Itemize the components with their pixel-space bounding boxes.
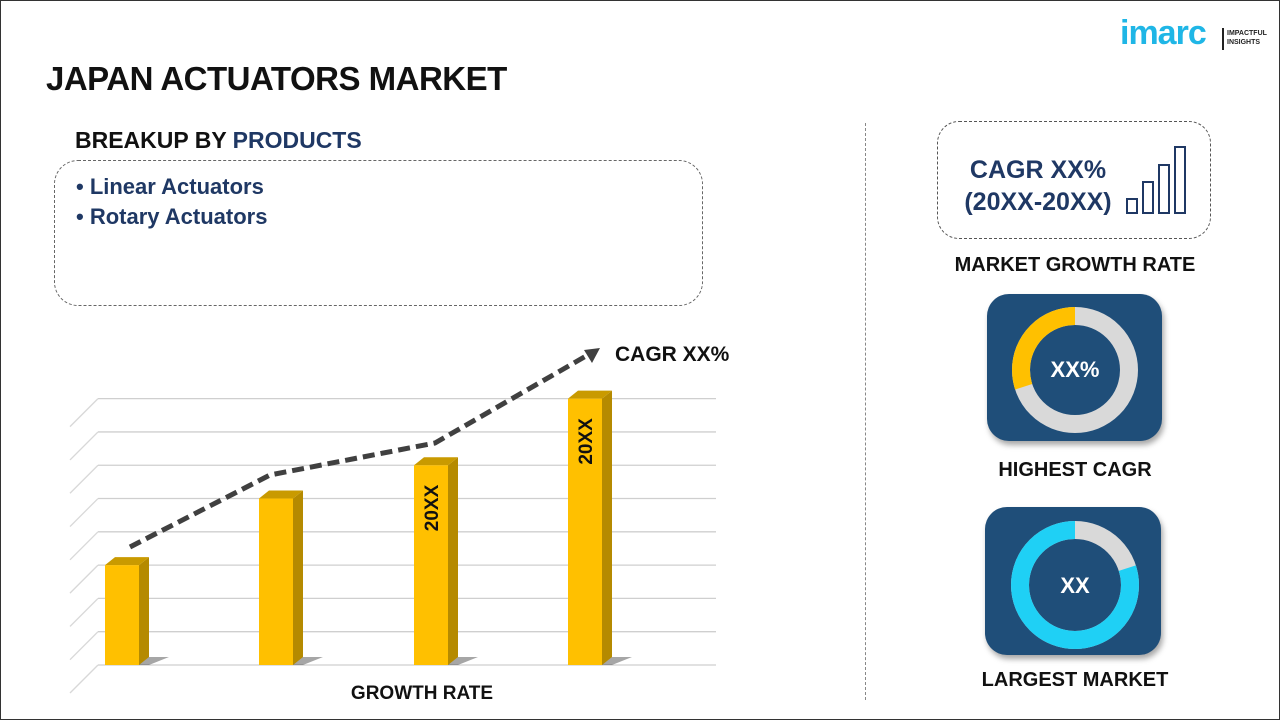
highest-cagr-label: HIGHEST CAGR [998,459,1152,481]
trend-line [128,353,588,550]
gridline-depth [69,398,99,428]
page-title: JAPAN ACTUATORS MARKET [46,60,507,97]
bar-label: 20XX [422,484,443,531]
bar-side [602,390,612,665]
largest-market-donut: XX [1011,521,1139,649]
bar-top [259,490,303,499]
logo-tagline: IMPACTFUL INSIGHTS [1227,30,1267,46]
largest-market-label: LARGEST MARKET [981,669,1169,691]
cagr-value: CAGR XX% [969,156,1107,184]
bar [568,398,602,665]
bar [105,565,139,665]
logo-separator [1222,28,1224,50]
highest-cagr-donut: XX% [1012,307,1138,433]
list-item: • Rotary Actuators [76,204,268,229]
gridline-depth [69,664,99,694]
largest-market-card: XX [985,507,1161,655]
divider [865,123,866,700]
bar-side [293,490,303,665]
gridline-depth [69,431,99,461]
list-item: • Linear Actuators [76,174,264,199]
gridline-depth [69,631,99,661]
gridline-depth [69,564,99,594]
highest-cagr-value: XX% [1051,357,1100,382]
growth-chart: 20XX 20XX CAGR XX% GROWTH RATE [69,343,730,704]
bar-side [139,557,149,665]
largest-market-value: XX [1060,573,1090,598]
highest-cagr-card: XX% [987,294,1162,441]
cagr-period: (20XX-20XX) [964,188,1112,216]
bar [414,465,448,665]
imarc-logo: imarc IMPACTFUL INSIGHTS [1120,12,1270,52]
bar-top [105,557,149,566]
gridline-depth [69,464,99,494]
gridline-depth [69,498,99,527]
gridline-depth [69,597,99,627]
bar-top [568,390,612,399]
bar [259,498,293,665]
trend-annotation: CAGR XX% [615,343,730,366]
breakup-heading: BREAKUP BY PRODUCTS [75,127,362,153]
bar-top [414,457,458,466]
products-list-box: • Linear Actuators • Rotary Actuators [54,160,703,306]
bar-chart-icon [1126,146,1186,214]
logo-wordmark: imarc [1120,14,1207,52]
cagr-box: CAGR XX% (20XX-20XX) [937,121,1211,239]
trend-arrowhead [584,348,600,363]
x-axis-label: GROWTH RATE [351,683,493,704]
gridline-depth [69,531,99,561]
market-growth-rate-label: MARKET GROWTH RATE [954,254,1196,276]
bar-side [448,457,458,665]
bar-label: 20XX [576,418,597,465]
